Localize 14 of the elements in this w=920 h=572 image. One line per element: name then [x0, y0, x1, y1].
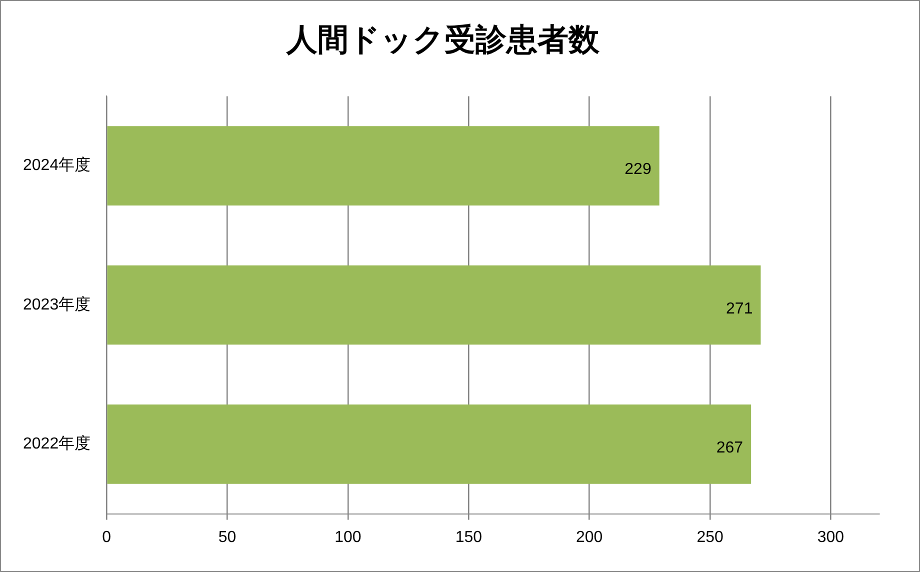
data-label: 229 [624, 161, 652, 178]
data-label: 271 [726, 300, 753, 318]
data-label: 267 [716, 440, 744, 457]
y-tick-label: 2022年度 [23, 434, 91, 453]
chart-title: 人間ドック受診患者数 [286, 22, 600, 58]
y-tick-label: 2023年度 [23, 295, 91, 314]
x-tick-label: 100 [334, 528, 362, 546]
x-tick-label: 250 [696, 528, 724, 546]
x-tick-label: 50 [218, 528, 236, 546]
x-tick-label: 200 [576, 528, 603, 546]
x-tick-label: 150 [455, 528, 482, 546]
x-tick-label: 300 [817, 528, 844, 546]
y-tick-label: 2024年度 [23, 156, 91, 174]
x-tick-label: 0 [102, 528, 112, 546]
